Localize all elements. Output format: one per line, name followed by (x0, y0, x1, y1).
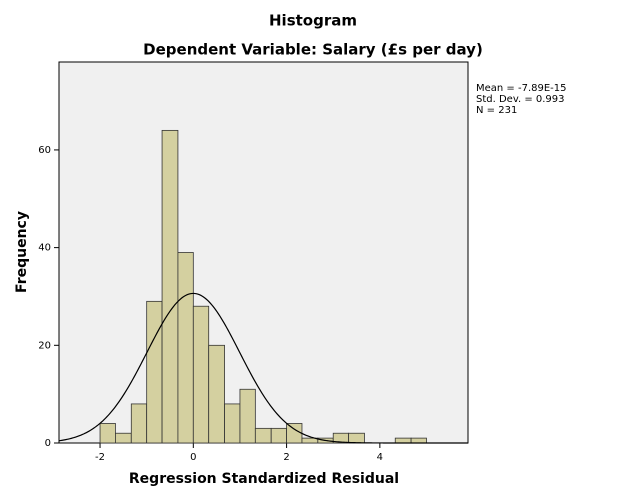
bar (130, 403, 148, 444)
bar (270, 427, 287, 444)
x-axis-title: Regression Standardized Residual (129, 471, 399, 487)
bar (177, 252, 194, 444)
y-tick-label: 40 (38, 243, 51, 254)
bar (254, 427, 272, 444)
stat-n: N = 231 (476, 105, 517, 116)
bar (115, 432, 132, 444)
stat-mean: Mean = -7.89E-15 (476, 83, 567, 94)
bar (410, 437, 427, 444)
bar (99, 423, 116, 444)
y-tick-label: 20 (38, 340, 51, 351)
bar (394, 437, 412, 444)
bar (208, 344, 225, 444)
bar (286, 423, 303, 444)
normal-curve (58, 292, 468, 444)
bar (239, 388, 256, 444)
bar (161, 129, 179, 444)
chart-title: Histogram (269, 12, 357, 30)
y-axis-title: Frequency (14, 211, 30, 293)
stat-sd: Std. Dev. = 0.993 (476, 94, 565, 105)
plot-area (58, 61, 469, 444)
x-tick-label: 4 (377, 452, 383, 463)
bar (348, 432, 365, 444)
x-tick-label: 2 (283, 452, 289, 463)
x-tick-label: 0 (190, 452, 196, 463)
x-tick-label: -2 (95, 452, 105, 463)
y-tick-label: 0 (45, 438, 51, 449)
bar (192, 305, 210, 444)
bar (146, 300, 163, 444)
bar (224, 403, 241, 444)
y-tick-label: 60 (38, 145, 51, 156)
chart-subtitle: Dependent Variable: Salary (£s per day) (143, 41, 483, 59)
